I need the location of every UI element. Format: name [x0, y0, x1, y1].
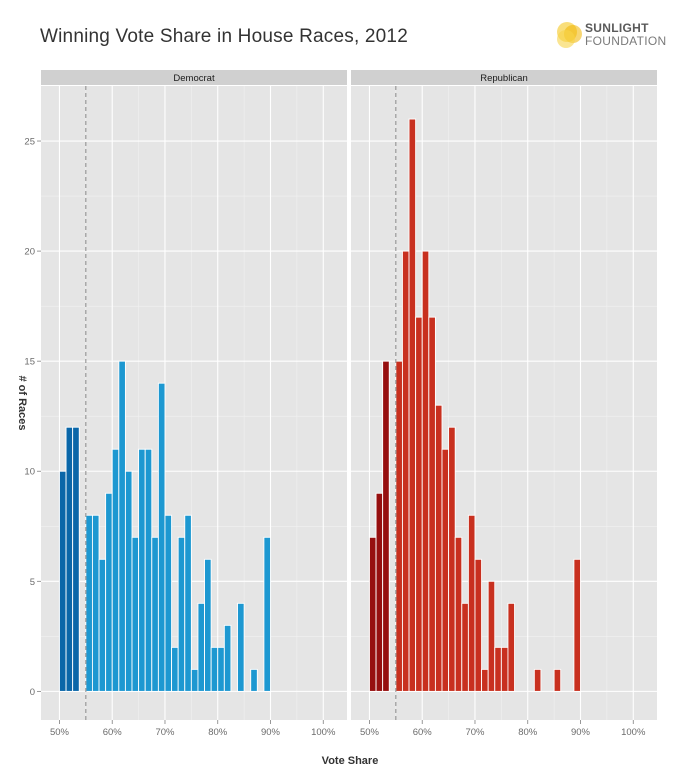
x-tick-label: 100% [311, 727, 336, 738]
bar-republican [500, 646, 509, 692]
bar-democrat [59, 470, 67, 692]
bar-republican [428, 316, 436, 692]
bar-democrat [91, 514, 100, 692]
bar-republican [461, 602, 469, 692]
bar-republican [395, 360, 403, 692]
bar-democrat [190, 668, 199, 692]
y-tick-label: 5 [30, 577, 35, 588]
bar-republican [533, 668, 542, 692]
bar-republican [507, 602, 516, 692]
x-tick-label: 70% [465, 727, 485, 738]
bar-democrat [131, 536, 140, 692]
bar-republican [369, 536, 377, 692]
chart-title: Winning Vote Share in House Races, 2012 [40, 26, 408, 47]
bar-republican [401, 250, 410, 692]
bar-democrat [138, 448, 146, 692]
bar-republican [415, 316, 423, 692]
bar-democrat [65, 426, 74, 692]
logo-line-2: FOUNDATION [585, 34, 667, 48]
bar-republican [474, 558, 483, 692]
x-tick-label: 70% [155, 727, 175, 738]
bar-republican [467, 514, 476, 692]
bar-democrat [118, 360, 126, 692]
bar-democrat [98, 558, 107, 692]
bar-democrat [217, 646, 225, 692]
bar-democrat [151, 536, 159, 692]
y-tick-label: 15 [24, 357, 35, 368]
sunlight-foundation-logo: SUNLIGHT FOUNDATION [555, 20, 667, 54]
bar-democrat [204, 558, 212, 692]
bar-republican [421, 250, 430, 692]
x-tick-label: 100% [621, 727, 646, 738]
x-tick-label: 60% [413, 727, 433, 738]
bar-democrat [124, 470, 133, 692]
bar-republican [434, 404, 443, 692]
facet-label-republican: Republican [480, 73, 528, 84]
logo-line-1: SUNLIGHT [585, 21, 649, 35]
bar-democrat [210, 646, 219, 692]
x-tick-label: 90% [571, 727, 591, 738]
bar-republican [375, 492, 384, 692]
bar-republican [487, 580, 496, 692]
bar-republican [553, 668, 562, 692]
bar-democrat [237, 602, 245, 692]
bar-republican [441, 448, 450, 692]
x-tick-label: 80% [518, 727, 538, 738]
bar-republican [448, 426, 456, 692]
bar-democrat [197, 602, 206, 692]
bar-democrat [184, 514, 192, 692]
bar-democrat [223, 624, 232, 692]
bar-republican [573, 558, 581, 692]
bar-democrat [105, 492, 113, 692]
x-tick-label: 50% [50, 727, 70, 738]
x-tick-label: 90% [261, 727, 281, 738]
bar-democrat [157, 382, 166, 692]
bar-democrat [85, 514, 93, 692]
y-axis-title: # of Races [16, 375, 28, 430]
facet-strip-republican [351, 70, 657, 85]
bar-democrat [263, 536, 271, 692]
x-tick-label: 50% [360, 727, 380, 738]
sunlight-sun-icon [557, 22, 582, 48]
x-tick-label: 60% [103, 727, 123, 738]
bar-democrat [111, 448, 120, 692]
bar-republican [408, 118, 417, 692]
x-tick-label: 80% [208, 727, 228, 738]
facet-label-democrat: Democrat [173, 73, 215, 84]
bar-democrat [171, 646, 179, 692]
bar-republican [454, 536, 463, 692]
y-tick-label: 25 [24, 137, 35, 148]
bar-republican [481, 668, 489, 692]
bar-republican [382, 360, 390, 692]
y-tick-label: 10 [24, 467, 35, 478]
y-tick-label: 0 [30, 687, 35, 698]
bar-democrat [164, 514, 173, 692]
bar-democrat [144, 448, 153, 692]
bar-republican [494, 646, 502, 692]
x-axis-title: Vote Share [322, 755, 379, 767]
bar-democrat [72, 426, 80, 692]
bar-democrat [250, 668, 258, 692]
facet-strip-democrat [41, 70, 347, 85]
bar-democrat [177, 536, 186, 692]
y-tick-label: 20 [24, 247, 35, 258]
